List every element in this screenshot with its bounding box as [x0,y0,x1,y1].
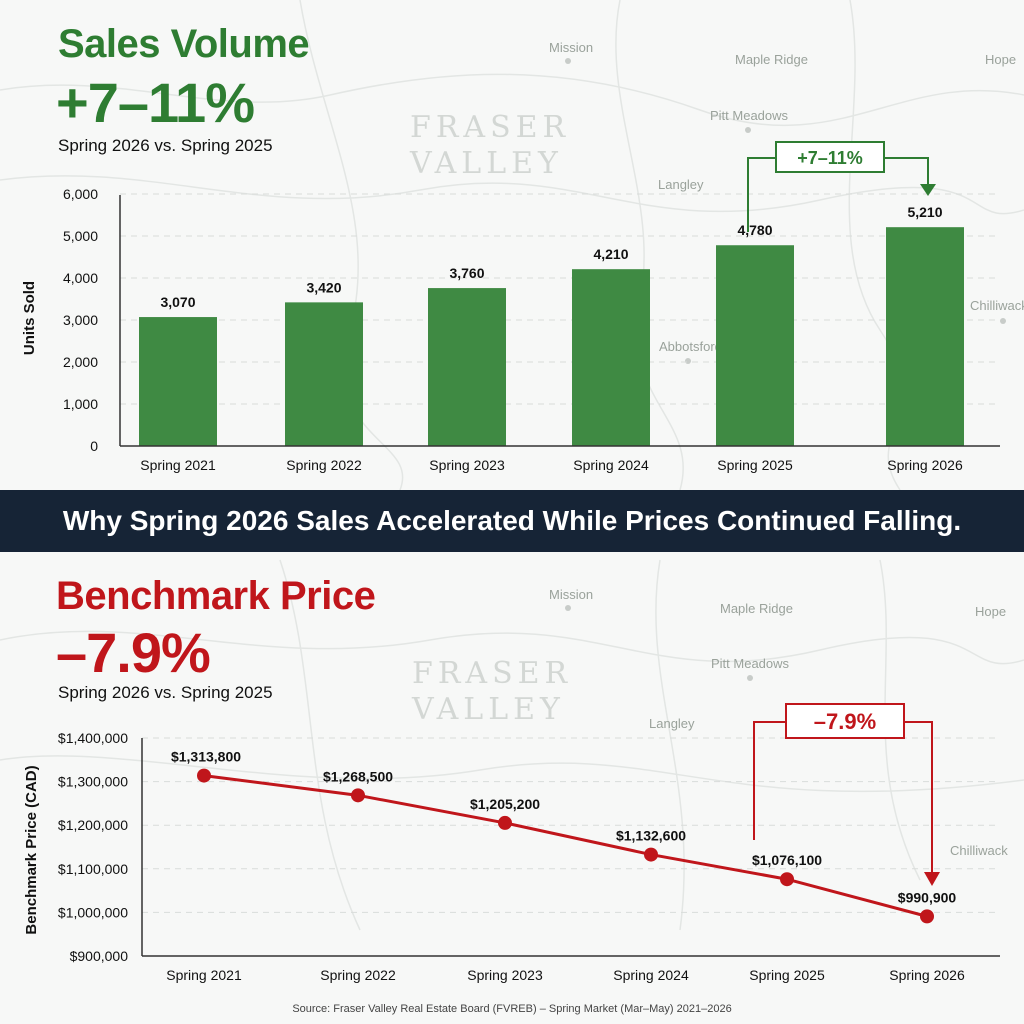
data-point [351,788,365,803]
x-tick-label: Spring 2023 [467,967,543,983]
bar [572,269,650,446]
x-tick-label: Spring 2026 [887,457,963,473]
headline-banner: Why Spring 2026 Sales Accelerated While … [0,490,1024,552]
map-place-maple-ridge: Maple Ridge [720,601,793,616]
y-tick-label: 0 [90,438,98,454]
y-tick-label: 6,000 [63,186,98,202]
x-tick-label: Spring 2023 [429,457,505,473]
map-place-hope: Hope [975,604,1007,619]
y-tick-label: $1,400,000 [58,730,128,746]
data-point [644,847,658,862]
sales-annotation: +7–11% [747,141,936,232]
bar-value-label: 3,760 [449,265,484,281]
sales-annotation-label: +7–11% [797,148,863,168]
watermark-line1: FRASER [410,110,571,145]
sales-change: +7–11% [56,71,255,134]
price-y-axis-label: Benchmark Price (CAD) [23,765,40,934]
price-annotation: –7.9% [753,703,940,886]
bar [428,288,506,446]
sales-subtitle: Spring 2026 vs. Spring 2025 [58,136,273,155]
price-change: –7.9% [56,621,211,684]
point-value-label: $990,900 [898,889,957,905]
point-value-label: $1,205,200 [470,796,540,812]
x-tick-label: Spring 2021 [166,967,242,983]
sales-title: Sales Volume [58,22,310,66]
point-value-label: $1,132,600 [616,828,686,844]
map-place-dot [1000,318,1006,324]
bar-value-label: 3,420 [306,279,341,295]
map-place-pitt-meadows: Pitt Meadows [710,108,789,123]
y-tick-label: 3,000 [63,312,98,328]
data-point [920,909,934,924]
x-tick-label: Spring 2025 [749,967,825,983]
map-place-chilliwack: Chilliwack [950,843,1008,858]
bar-value-label: 3,070 [160,294,195,310]
bar [716,245,794,446]
y-tick-label: 4,000 [63,270,98,286]
x-tick-label: Spring 2022 [320,967,396,983]
watermark-line1: FRASER [412,656,573,691]
data-point [498,815,512,830]
x-tick-label: Spring 2022 [286,457,362,473]
map-place-hope: Hope [985,52,1017,67]
sales-y-axis-label: Units Sold [21,281,38,355]
y-tick-label: 5,000 [63,228,98,244]
map-place-mission: Mission [549,40,594,55]
x-tick-label: Spring 2021 [140,457,216,473]
watermark-line2: VALLEY [412,692,565,727]
y-tick-label: $1,100,000 [58,861,128,877]
map-place-langley: Langley [658,177,704,192]
point-value-label: $1,076,100 [752,852,822,868]
price-title: Benchmark Price [56,574,376,618]
bar [886,227,964,446]
x-tick-label: Spring 2024 [613,967,689,983]
x-tick-label: Spring 2026 [889,967,965,983]
map-place-dot [685,358,691,364]
bar-value-label: 4,210 [593,246,628,262]
data-point [780,872,794,887]
y-tick-label: $1,300,000 [58,774,128,790]
map-place-abbotsford: Abbotsford [659,339,722,354]
point-value-label: $1,268,500 [323,768,393,784]
y-tick-label: $1,000,000 [58,904,128,920]
y-tick-label: $1,200,000 [58,817,128,833]
price-annotation-label: –7.9% [814,709,876,734]
x-tick-label: Spring 2024 [573,457,649,473]
point-value-label: $1,313,800 [171,749,241,765]
map-place-dot [565,605,571,611]
x-tick-label: Spring 2025 [717,457,793,473]
sales-bar-chart: 3,070 3,420 3,760 4,210 4,780 5,210 Spring 20… [21,141,1000,473]
map-place-maple-ridge: Maple Ridge [735,52,808,67]
bar-value-label: 5,210 [907,204,942,220]
map-place-mission: Mission [549,587,594,602]
data-point [197,768,211,783]
map-place-chilliwack: Chilliwack [970,298,1024,313]
y-tick-label: 1,000 [63,396,98,412]
y-tick-label: 2,000 [63,354,98,370]
map-place-pitt-meadows: Pitt Meadows [711,656,790,671]
map-place-dot [565,58,571,64]
bar [285,302,363,446]
price-series-line [203,774,928,918]
price-subtitle: Spring 2026 vs. Spring 2025 [58,683,273,702]
price-line-chart: $900,000 $1,000,000 $1,100,000 $1,200,000 $1… [23,703,1000,983]
bar-value-label: 4,780 [737,222,772,238]
watermark-line2: VALLEY [410,146,563,181]
y-tick-label: $900,000 [70,948,129,964]
bar [139,317,217,446]
map-place-dot [747,675,753,681]
source-note: Source: Fraser Valley Real Estate Board … [292,1003,732,1015]
map-place-dot [745,127,751,133]
map-place-langley: Langley [649,716,695,731]
